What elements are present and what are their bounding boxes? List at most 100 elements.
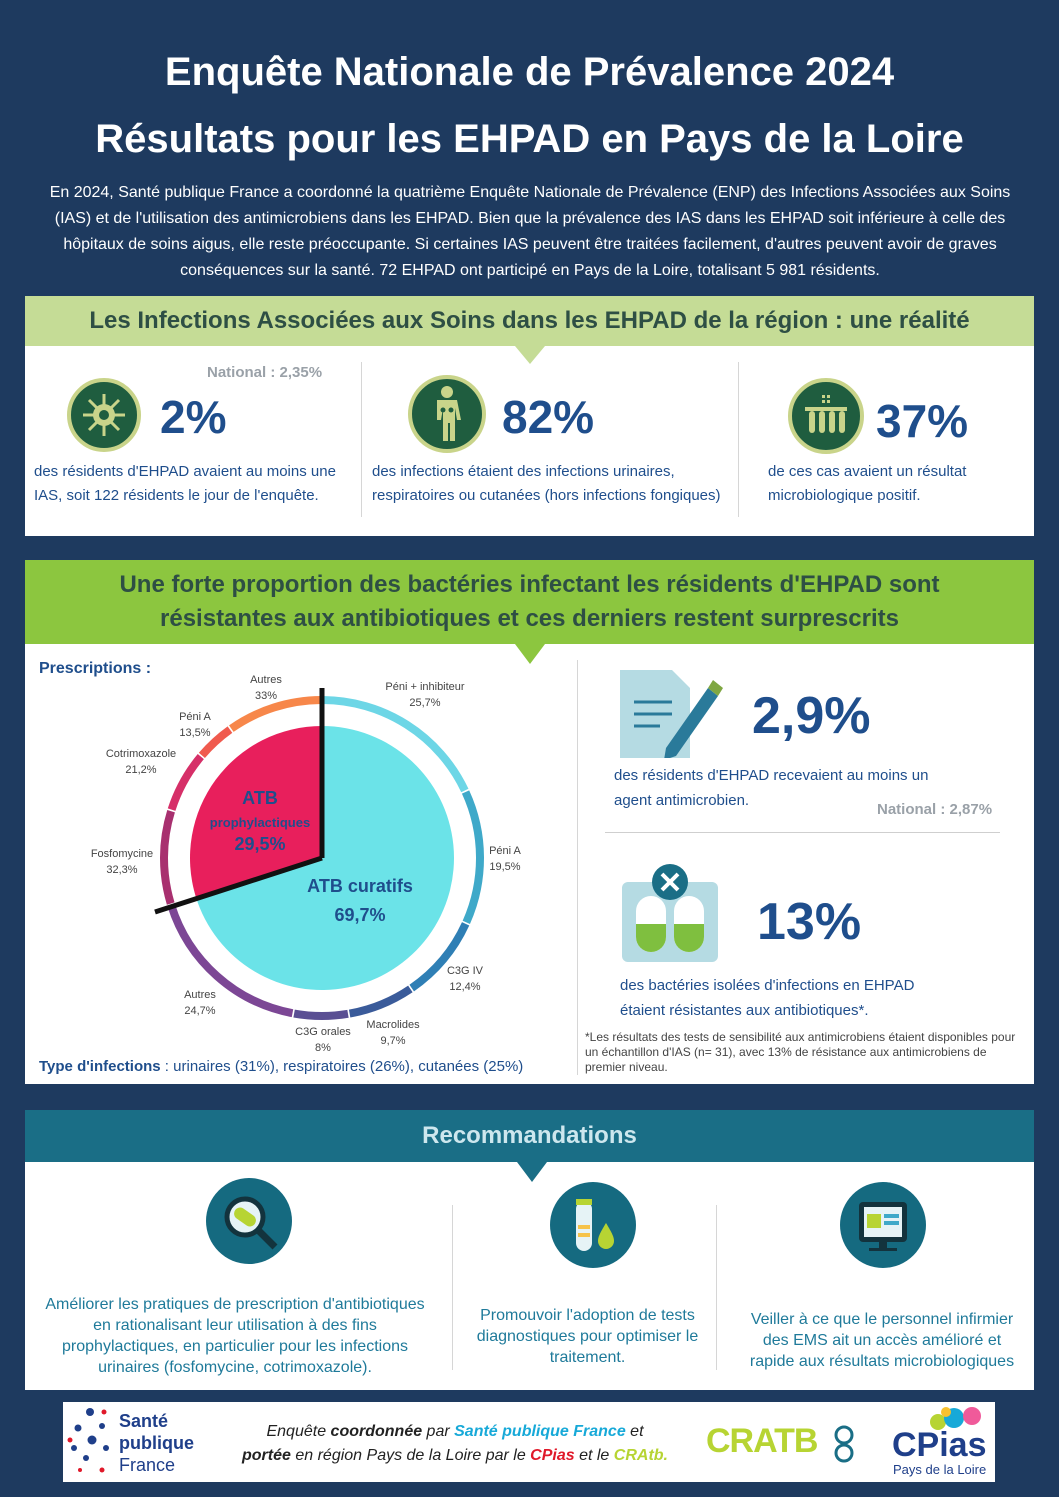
divider — [452, 1205, 453, 1370]
divider — [716, 1205, 717, 1370]
statB-value: 13% — [757, 893, 862, 951]
cratb-logo: CRATB — [706, 1422, 818, 1461]
ring-segment — [198, 726, 233, 759]
label-name: Macrolides — [366, 1019, 420, 1031]
credits-part: par — [422, 1423, 455, 1440]
section1-heading: Les Infections Associées aux Soins dans … — [25, 296, 1034, 346]
ring-segment — [167, 754, 204, 811]
curative-title: ATB curatifs — [307, 876, 413, 896]
spf-logo-dots-icon — [67, 1408, 109, 1473]
cpias-bubbles-icon — [930, 1407, 981, 1430]
section2-heading: Une forte proportion des bactéries infec… — [25, 560, 1034, 644]
label-name: C3G orales — [295, 1026, 351, 1038]
label-value: 21,2% — [125, 764, 157, 776]
pie-slice-curative — [195, 726, 455, 990]
prescriptions-label: Prescriptions : — [39, 660, 152, 677]
stat1-text: des résidents d'EHPAD avaient au moins u… — [34, 463, 336, 504]
chart-label: Cotrimoxazole 21,2% — [95, 746, 187, 778]
statB-text: des bactéries isolées d'infections en EH… — [620, 977, 915, 1019]
label-name: Péni A — [489, 845, 521, 857]
rec2-text: Promouvoir l'adoption de tests diagnosti… — [476, 1307, 699, 1366]
credits-part: et le — [574, 1447, 614, 1464]
virus-icon — [67, 378, 141, 452]
ring-segment — [409, 922, 470, 992]
credits-part: CRAtb. — [613, 1447, 668, 1464]
infection-types-text: : urinaires (31%), respiratoires (26%), … — [160, 1058, 524, 1075]
section3-pointer — [517, 1162, 547, 1182]
section3-heading: Recommandations — [25, 1110, 1034, 1162]
divider — [577, 660, 578, 1075]
stat3-text: de ces cas avaient un résultat microbiol… — [768, 463, 967, 504]
chart-label: Péni A 19,5% — [470, 843, 540, 875]
pie-slice-prophylactic — [189, 726, 322, 897]
label-name: Fosfomycine — [90, 848, 154, 860]
statA-text: des résidents d'EHPAD recevaient au moin… — [614, 767, 929, 809]
prophylactic-sub: prophylactiques — [209, 815, 311, 830]
statA-value: 2,9% — [752, 687, 871, 745]
resistant-capsule-icon — [622, 864, 718, 962]
infection-types: Type d'infections : urinaires (31%), res… — [39, 1058, 579, 1075]
spf-logo-line1: Santé — [119, 1411, 169, 1431]
ring-segment — [348, 985, 413, 1018]
label-value: 19,5% — [489, 861, 521, 873]
page-subtitle: Résultats pour les EHPAD en Pays de la L… — [95, 117, 964, 161]
cpias-logo: CPias — [892, 1426, 987, 1464]
ring-segment — [293, 1009, 349, 1020]
magnifier-pill-icon — [206, 1178, 292, 1264]
label-value: 13,5% — [179, 727, 211, 739]
ring-segment — [229, 696, 322, 732]
label-name: Péni + inhibiteur — [385, 681, 465, 693]
label-name: Autres — [250, 674, 282, 686]
credits-part: et — [625, 1423, 644, 1440]
chart-label: Péni A 13,5% — [165, 709, 225, 741]
section1-pointer — [515, 346, 545, 364]
curative-value: 69,7% — [334, 905, 386, 925]
spf-logo-line2: publique — [119, 1433, 194, 1453]
stat2-value: 82% — [502, 391, 595, 443]
ring-segment — [167, 903, 294, 1018]
section2-heading-line1: Une forte proportion des bactéries infec… — [119, 571, 940, 598]
prophylactic-title: ATB — [242, 788, 278, 808]
cratb-infinity-icon — [834, 1425, 854, 1463]
credits-part: Enquête — [266, 1423, 331, 1440]
stat1-national: National : 2,35% — [207, 364, 323, 381]
credits-part: portée — [242, 1447, 291, 1464]
label-value: 12,4% — [449, 981, 481, 993]
label-name: Autres — [184, 989, 216, 1001]
credits-part: CPias — [530, 1447, 575, 1464]
label-value: 8% — [315, 1042, 331, 1054]
credits-part: Santé publique France — [454, 1423, 626, 1440]
intro-paragraph: En 2024, Santé publique France a coordon… — [49, 184, 1011, 279]
test-tube-drop-icon — [550, 1182, 636, 1268]
label-name: Péni A — [179, 711, 211, 723]
label-value: 9,7% — [380, 1035, 406, 1047]
chart-label: Péni + inhibiteur 25,7% — [370, 679, 480, 711]
label-value: 32,3% — [106, 864, 138, 876]
chart-label: C3G orales 8% — [288, 1024, 358, 1056]
rec1-text: Améliorer les pratiques de prescription … — [45, 1296, 425, 1376]
human-body-icon — [408, 375, 486, 453]
stat3-value: 37% — [876, 395, 969, 447]
prescription-donut-chart — [154, 688, 484, 1020]
credits-part: coordonnée — [330, 1423, 423, 1440]
curative-label: ATB curatifs 69,7% — [290, 876, 430, 926]
spf-logo-line3: France — [119, 1455, 176, 1475]
ring-segment — [160, 810, 175, 905]
divider — [605, 832, 1000, 833]
rec3-text: Veiller à ce que le personnel infirmier … — [749, 1311, 1015, 1370]
section2-heading-line2: résistantes aux antibiotiques et ces der… — [160, 605, 899, 632]
footnote: *Les résultats des tests de sensibilité … — [585, 1030, 1016, 1074]
tablet-results-icon — [840, 1182, 926, 1268]
divider — [361, 362, 362, 517]
label-value: 24,7% — [184, 1005, 216, 1017]
ring-segment — [322, 696, 469, 793]
chart-label: Fosfomycine 32,3% — [80, 846, 164, 878]
spf-logo: Santé publique France — [119, 1410, 194, 1476]
label-name: Cotrimoxazole — [105, 748, 177, 760]
chart-label: Autres 24,7% — [165, 987, 235, 1019]
cratb-logo-text: CRATB — [706, 1422, 818, 1460]
label-value: 25,7% — [409, 697, 441, 709]
test-tubes-icon — [788, 378, 864, 454]
chart-label: C3G IV 12,4% — [430, 963, 500, 995]
prescription-document-icon — [620, 670, 723, 758]
